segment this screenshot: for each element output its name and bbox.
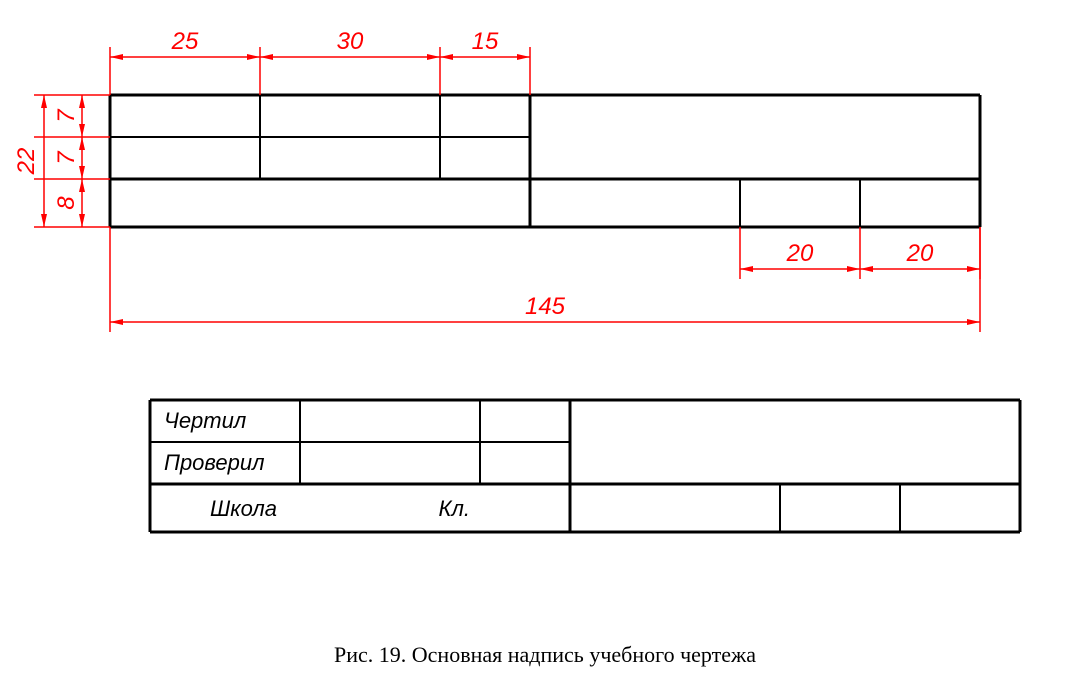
dimension-label: 25 (171, 28, 199, 55)
dimension-label: 8 (53, 196, 80, 210)
dimension-label: 145 (525, 293, 566, 320)
dimension-label: 20 (906, 240, 934, 267)
figure-caption: Рис. 19. Основная надпись учебного черте… (0, 642, 1090, 668)
cell-label: Проверил (164, 450, 265, 475)
cell-label: Школа (210, 496, 277, 521)
dimension-label: 7 (53, 150, 80, 165)
dimension-label: 15 (472, 28, 499, 55)
dimension-label: 30 (337, 28, 364, 55)
cell-label: Кл. (439, 496, 471, 521)
title-block-diagram: 25 30 15 7 7 8 22 20 20 145 Чертил Проверил Школа Кл. (0, 0, 1090, 699)
dimension-label: 22 (13, 148, 40, 176)
dimension-label: 7 (53, 108, 80, 123)
dimension-label: 20 (786, 240, 814, 267)
cell-label: Чертил (164, 408, 246, 433)
